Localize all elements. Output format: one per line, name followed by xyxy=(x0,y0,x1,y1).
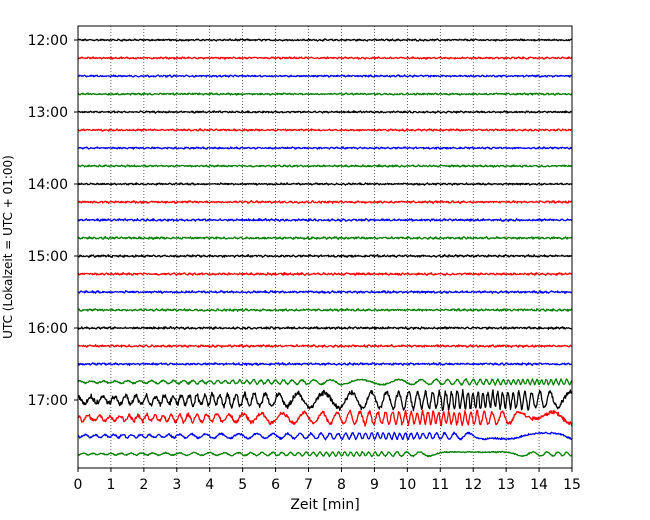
y-tick-label: 15:00 xyxy=(28,249,68,265)
x-axis-label: Zeit [min] xyxy=(290,497,359,513)
y-tick-label: 14:00 xyxy=(28,177,68,193)
x-tick-label: 8 xyxy=(337,477,346,493)
trace-1630 xyxy=(78,362,572,367)
y-tick-label: 13:00 xyxy=(28,105,68,121)
trace-1545 xyxy=(78,308,572,312)
trace-1615 xyxy=(78,344,572,348)
trace-1700 xyxy=(78,388,572,412)
x-tick-label: 11 xyxy=(431,477,449,493)
trace-1645 xyxy=(78,378,572,386)
trace-1600 xyxy=(78,325,572,330)
x-tick-label: 7 xyxy=(304,477,313,493)
x-tick-label: 5 xyxy=(238,477,247,493)
trace-1230 xyxy=(78,74,572,78)
trace-1200 xyxy=(78,38,572,42)
trace-1315 xyxy=(78,128,572,132)
x-tick-label: 1 xyxy=(106,477,115,493)
x-tick-label: 3 xyxy=(172,477,181,493)
x-tick-label: 6 xyxy=(271,477,280,493)
trace-1415 xyxy=(78,200,572,204)
plot-frame xyxy=(77,25,573,469)
x-tick-label: 13 xyxy=(497,477,515,493)
trace-1500 xyxy=(78,253,572,259)
x-tick-label: 4 xyxy=(205,477,214,493)
y-tick-label: 16:00 xyxy=(28,321,68,337)
x-tick-label: 14 xyxy=(530,477,548,493)
trace-1215 xyxy=(78,56,572,60)
trace-1245 xyxy=(78,92,572,96)
y-tick-label: 12:00 xyxy=(28,33,68,49)
trace-group xyxy=(78,38,572,458)
y-tick-label: 17:00 xyxy=(28,393,68,409)
x-tick-label: 2 xyxy=(139,477,148,493)
trace-1530 xyxy=(78,290,572,294)
trace-1745 xyxy=(78,450,572,458)
trace-1400 xyxy=(78,182,572,186)
y-axis: 12:00 13:00 14:00 15:00 16:00 17:00 xyxy=(28,33,78,409)
trace-1300 xyxy=(78,110,572,114)
x-tick-label: 10 xyxy=(398,477,416,493)
x-tick-label: 12 xyxy=(464,477,482,493)
x-axis: 0 1 2 3 4 5 6 7 8 9 10 11 12 13 14 15 xyxy=(74,468,581,493)
trace-1515 xyxy=(78,272,572,276)
y-axis-label: UTC (Lokalzeit = UTC + 01:00) xyxy=(1,155,15,339)
trace-1345 xyxy=(78,164,572,168)
x-tick-label: 9 xyxy=(370,477,379,493)
trace-1430 xyxy=(78,218,572,223)
trace-1715 xyxy=(78,409,572,427)
trace-1445 xyxy=(78,235,572,241)
x-tick-label: 0 xyxy=(74,477,83,493)
x-tick-label: 15 xyxy=(563,477,581,493)
trace-1330 xyxy=(78,146,572,150)
trace-1730 xyxy=(78,431,572,441)
